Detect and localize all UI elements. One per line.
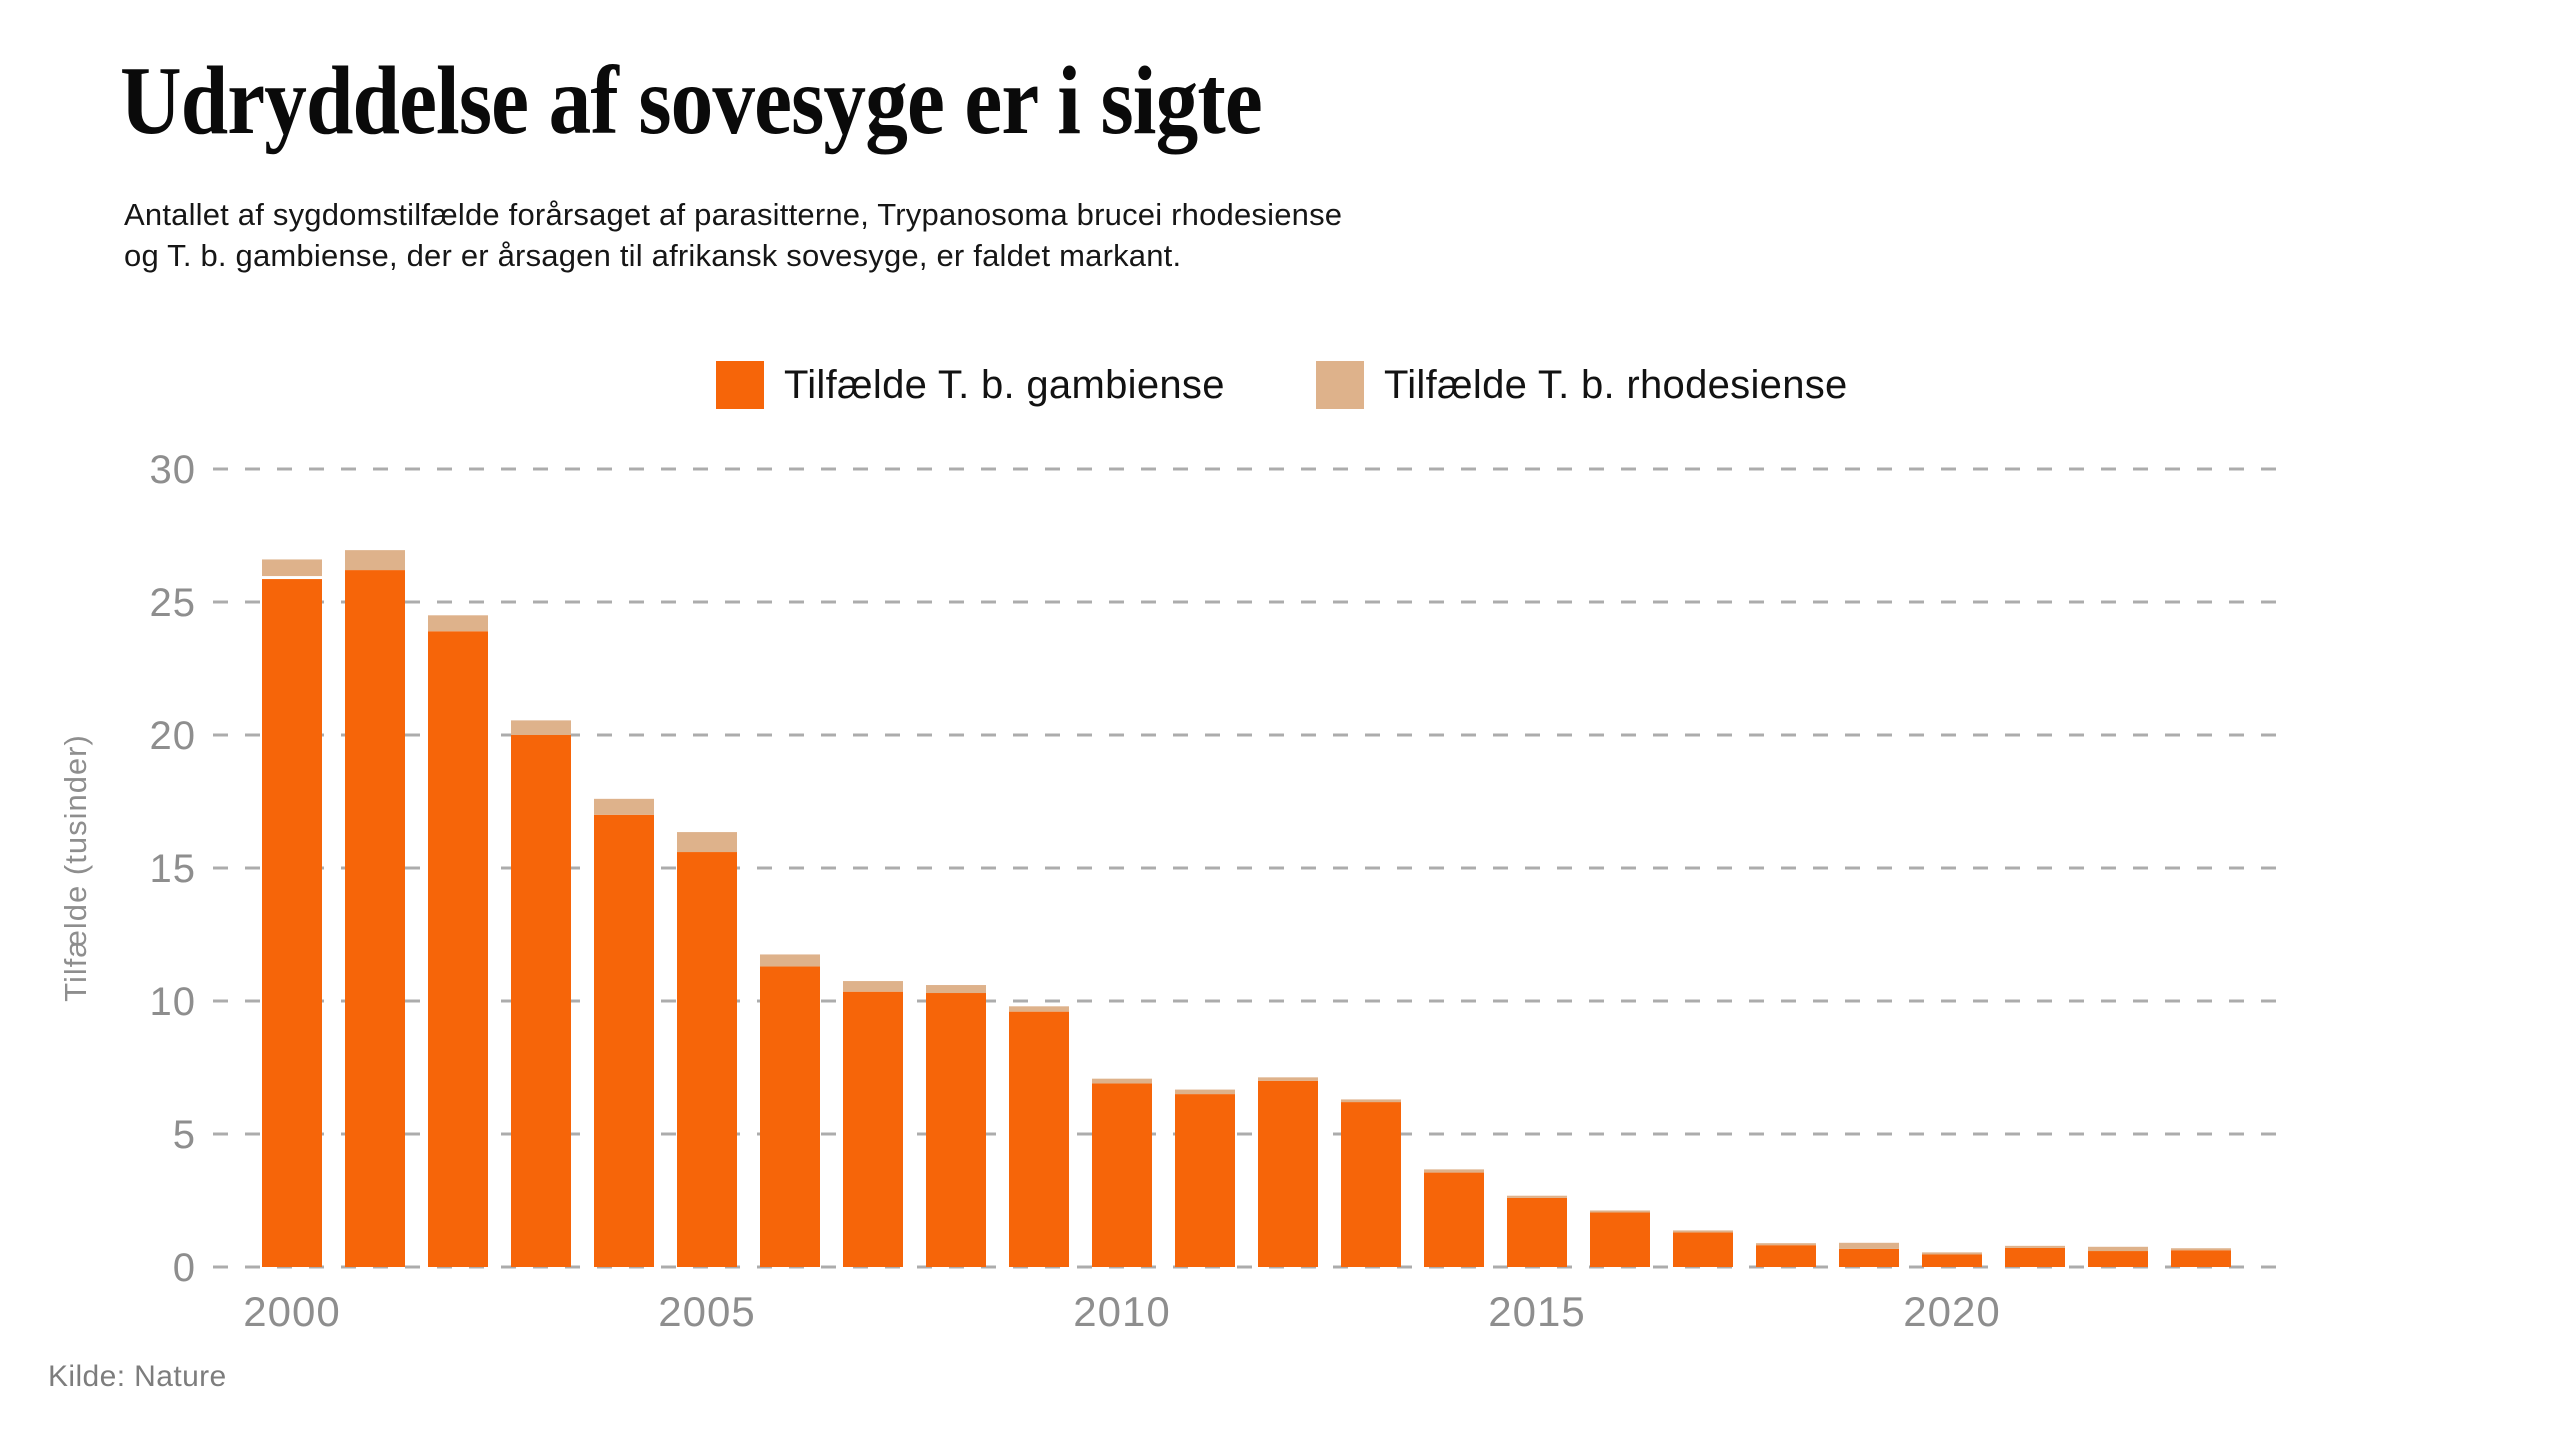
source-credit: Kilde: Nature (48, 1360, 227, 1393)
legend-item-gambiense: Tilfælde T. b. gambiense (716, 361, 1225, 409)
bar-rhodesiense-2012 (1258, 1077, 1318, 1081)
bar-rhodesiense-2019 (1839, 1242, 1899, 1249)
bar-gambiense-2022 (2088, 1251, 2148, 1267)
bar-gambiense-2014 (1424, 1172, 1484, 1267)
subtitle: Antallet af sygdomstilfælde forårsaget a… (124, 194, 1342, 276)
bar-rhodesiense-2013 (1341, 1099, 1401, 1103)
bar-rhodesiense-2010 (1092, 1078, 1152, 1084)
bar-gambiense-2018 (1756, 1245, 1816, 1267)
bar-gambiense-2010 (1092, 1083, 1152, 1267)
x-tick-label-2005: 2005 (658, 1288, 755, 1335)
x-tick-label-2010: 2010 (1073, 1288, 1170, 1335)
bar-rhodesiense-2008 (926, 985, 986, 994)
bar-gambiense-2005 (677, 852, 737, 1267)
bar-gambiense-2013 (1341, 1102, 1401, 1267)
bar-rhodesiense-2016 (1590, 1210, 1650, 1213)
bar-rhodesiense-2002 (428, 615, 488, 632)
bar-rhodesiense-2000 (262, 559, 322, 579)
x-tick-label-2015: 2015 (1488, 1288, 1585, 1335)
bar-gambiense-2002 (428, 631, 488, 1267)
bar-rhodesiense-2006 (760, 954, 820, 967)
bar-gambiense-2012 (1258, 1080, 1318, 1267)
legend-label-gambiense: Tilfælde T. b. gambiense (784, 362, 1225, 407)
bar-segment-divider-2000 (262, 576, 322, 580)
bar-gambiense-2004 (594, 814, 654, 1267)
bar-gambiense-2017 (1673, 1232, 1733, 1267)
bar-gambiense-2011 (1175, 1094, 1235, 1267)
bar-rhodesiense-2001 (345, 550, 405, 571)
legend-swatch-gambiense (716, 361, 764, 409)
bar-gambiense-2020 (1922, 1254, 1982, 1267)
subtitle-line-2: og T. b. gambiense, der er årsagen til a… (124, 238, 1182, 273)
bar-rhodesiense-2023 (2171, 1248, 2231, 1251)
y-tick-label-5: 5 (173, 1113, 196, 1157)
bar-rhodesiense-2018 (1756, 1243, 1816, 1246)
y-tick-label-20: 20 (150, 714, 197, 758)
bar-rhodesiense-2004 (594, 798, 654, 815)
bar-rhodesiense-2007 (843, 981, 903, 992)
bar-rhodesiense-2020 (1922, 1252, 1982, 1255)
y-tick-label-15: 15 (150, 847, 197, 891)
legend-label-rhodesiense: Tilfælde T. b. rhodesiense (1384, 362, 1848, 407)
bar-gambiense-2019 (1839, 1248, 1899, 1267)
bar-gambiense-2007 (843, 991, 903, 1267)
bar-rhodesiense-2011 (1175, 1089, 1235, 1095)
page-title: Udryddelse af sovesyge er i sigte (120, 47, 1263, 155)
y-tick-label-30: 30 (150, 448, 197, 492)
y-tick-label-10: 10 (150, 980, 197, 1024)
x-tick-label-2020: 2020 (1903, 1288, 2000, 1335)
bar-gambiense-2003 (511, 735, 571, 1267)
legend-item-rhodesiense: Tilfælde T. b. rhodesiense (1316, 361, 1848, 409)
bar-gambiense-2023 (2171, 1250, 2231, 1267)
x-tick-label-2000: 2000 (243, 1288, 340, 1335)
bar-gambiense-2015 (1507, 1197, 1567, 1267)
bar-gambiense-2001 (345, 570, 405, 1267)
bar-rhodesiense-2014 (1424, 1169, 1484, 1173)
subtitle-line-1: Antallet af sygdomstilfælde forårsaget a… (124, 197, 1343, 232)
bar-gambiense-2016 (1590, 1212, 1650, 1267)
y-tick-label-25: 25 (150, 581, 197, 625)
bar-gambiense-2009 (1009, 1011, 1069, 1267)
bar-rhodesiense-2005 (677, 832, 737, 853)
bar-rhodesiense-2003 (511, 720, 571, 735)
y-tick-label-0: 0 (173, 1246, 196, 1290)
legend-swatch-rhodesiense (1316, 361, 1364, 409)
bar-rhodesiense-2022 (2088, 1246, 2148, 1252)
bar-rhodesiense-2015 (1507, 1195, 1567, 1198)
bar-gambiense-2008 (926, 993, 986, 1267)
bar-gambiense-2000 (262, 578, 322, 1267)
y-axis-title: Tilfælde (tusinder) (58, 734, 93, 1002)
bar-gambiense-2006 (760, 966, 820, 1267)
bar-rhodesiense-2017 (1673, 1230, 1733, 1233)
bar-gambiense-2021 (2005, 1247, 2065, 1267)
bar-rhodesiense-2009 (1009, 1006, 1069, 1012)
bar-rhodesiense-2021 (2005, 1245, 2065, 1248)
